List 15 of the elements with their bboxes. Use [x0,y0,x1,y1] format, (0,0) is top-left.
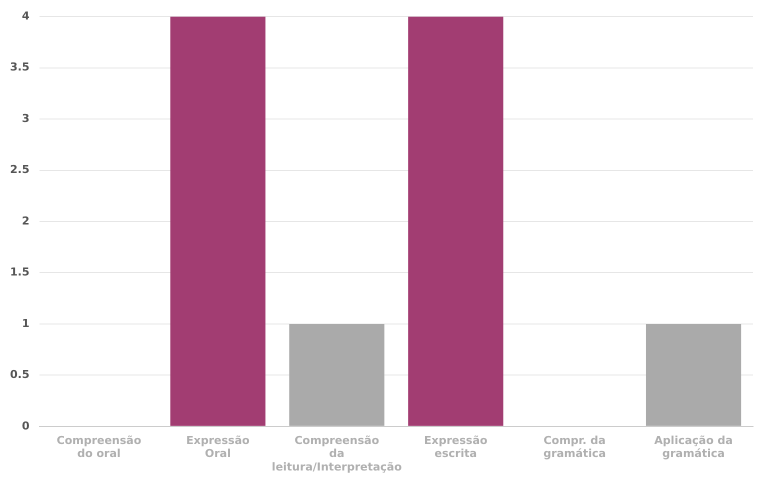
x-tick-label: Compreensão da leitura/Interpretação [272,434,402,474]
x-tick-label: Expressão escrita [424,434,488,460]
y-tick-label: 1 [22,316,30,330]
y-tick-label: 0.5 [10,368,30,382]
y-tick-label: 0 [22,419,30,432]
x-tick-label: Expressão Oral [186,434,250,460]
y-tick-label: 3.5 [10,60,30,74]
x-tick-label: Aplicação da gramática [654,434,733,460]
y-tick-label: 3 [22,112,30,125]
x-tick-label: Compr. da gramática [543,434,606,460]
y-tick-label: 4 [22,9,30,22]
x-tick-label: Compreensão do oral [56,434,142,460]
y-tick-label: 2.5 [10,163,30,176]
y-tick-label: 2 [22,214,30,228]
y-tick-label: 1.5 [10,266,30,279]
